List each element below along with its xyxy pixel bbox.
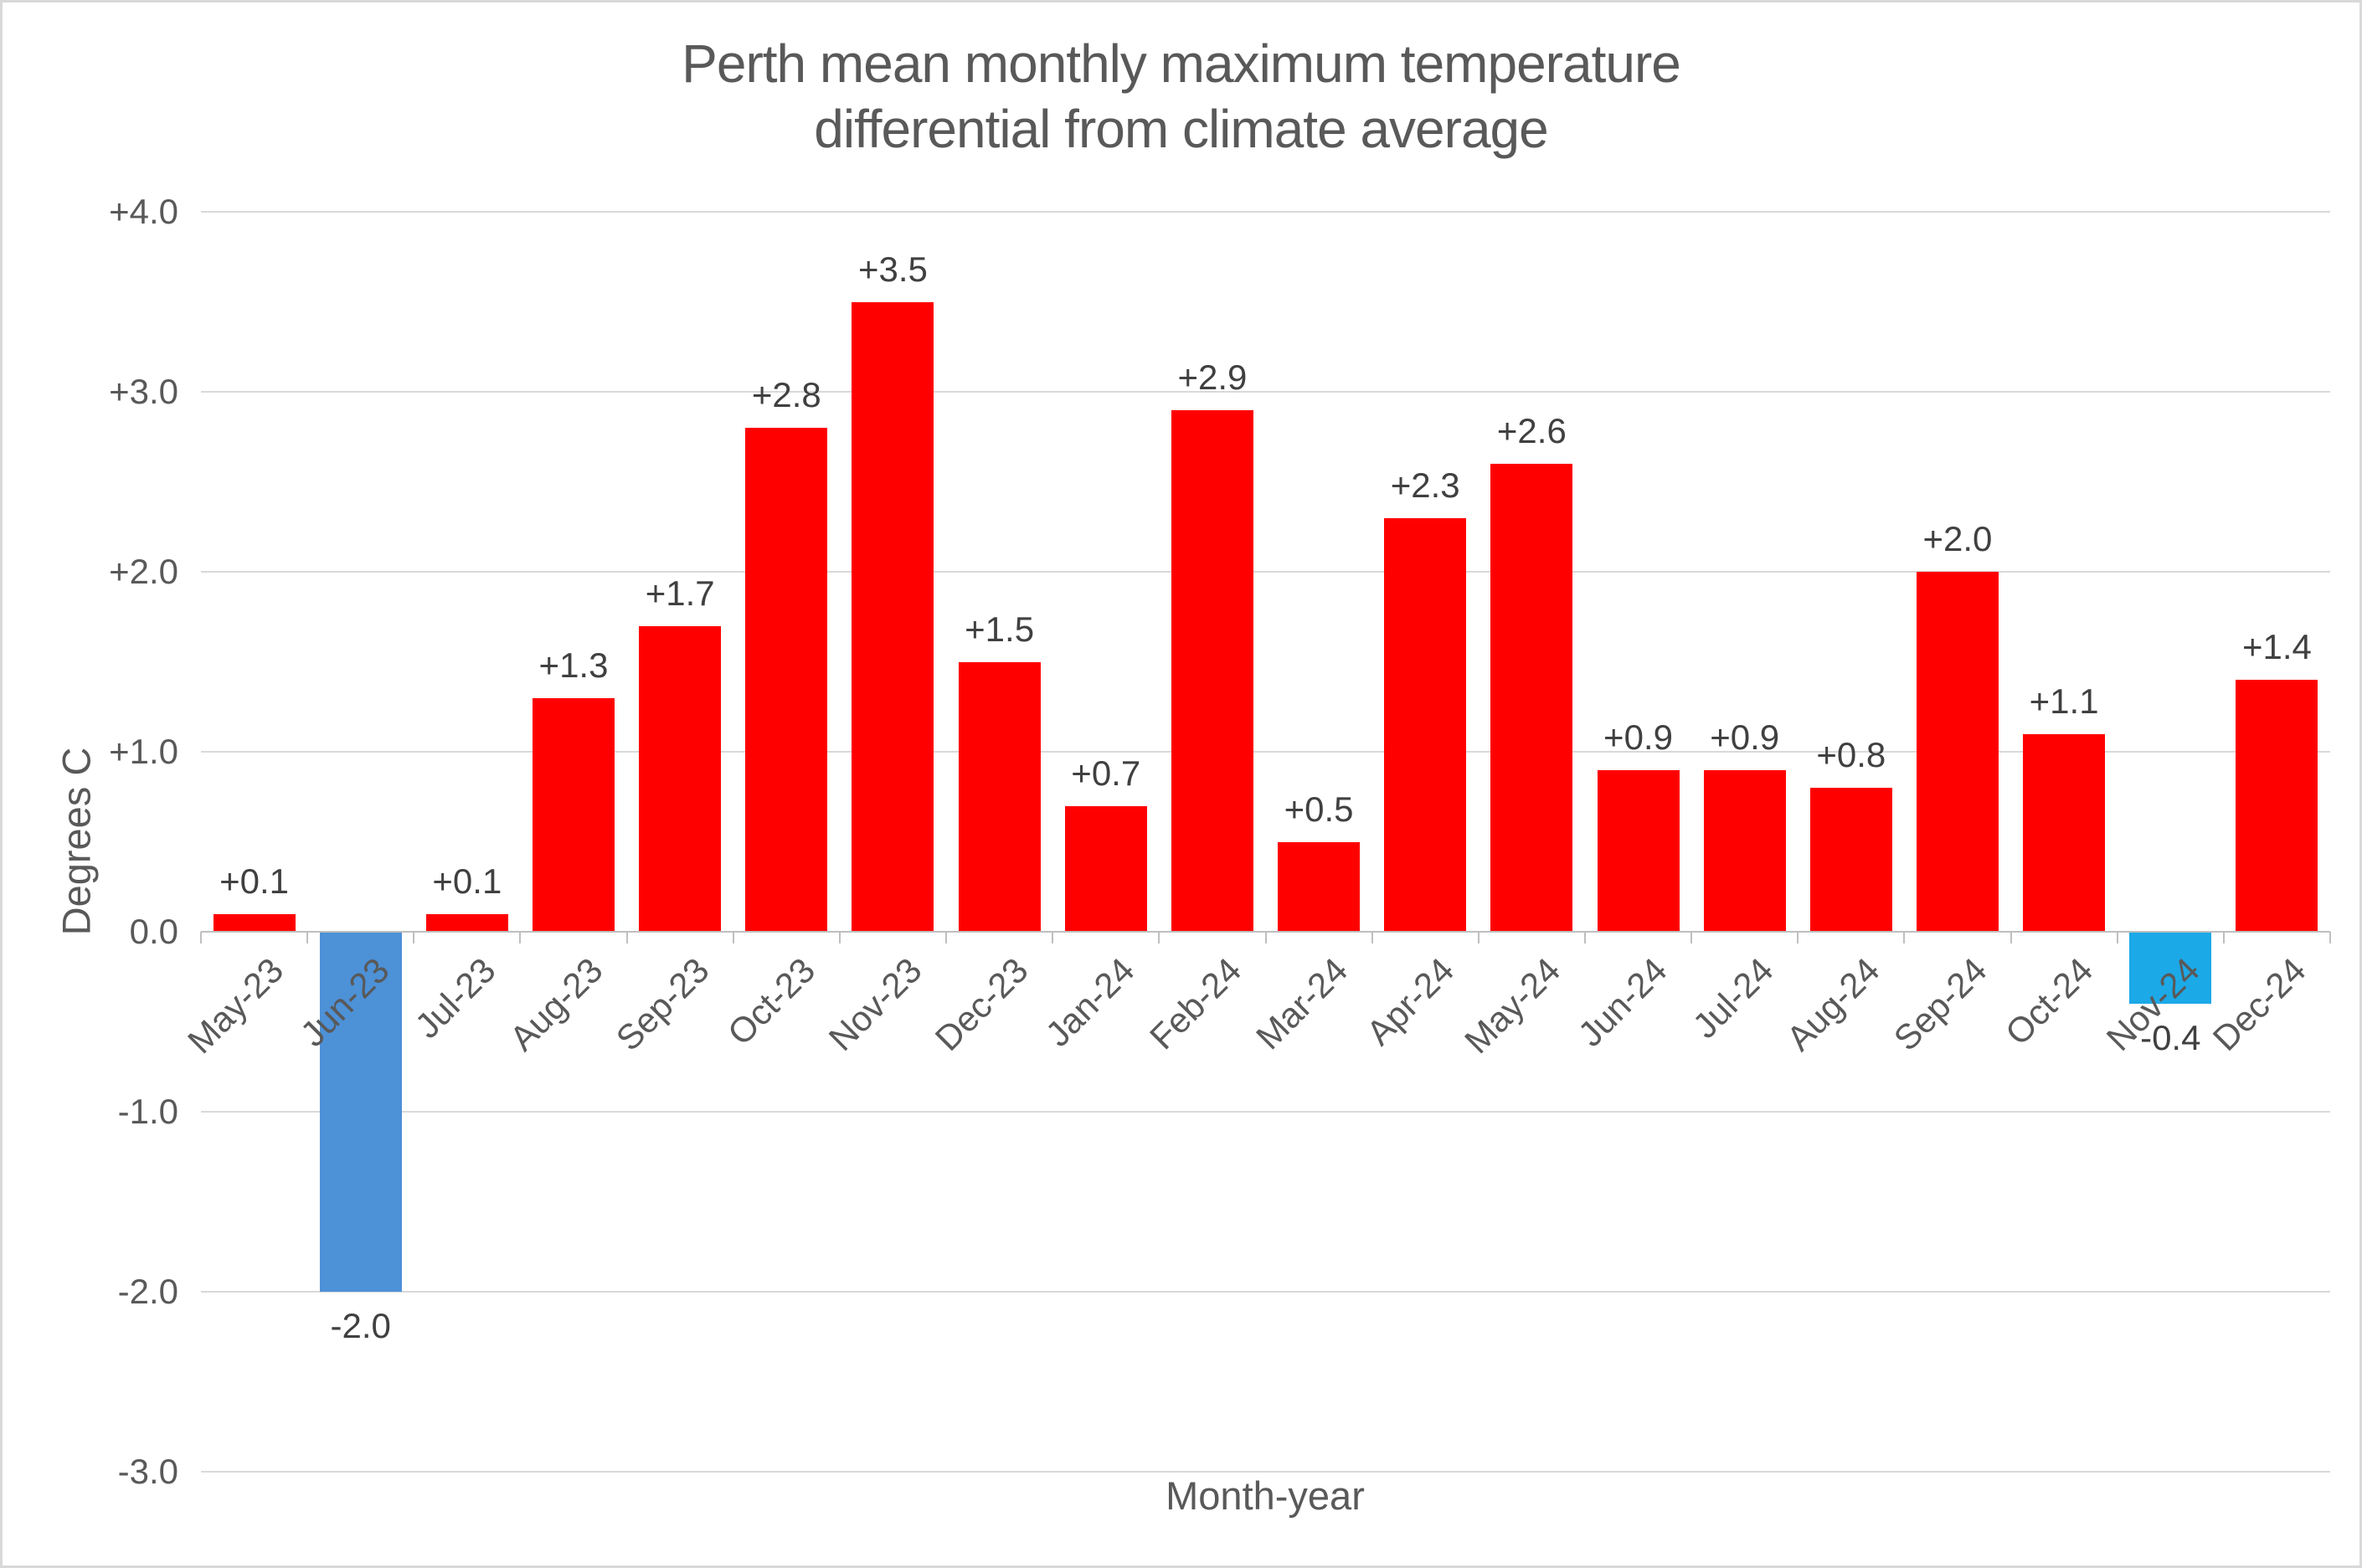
x-axis-category-label: Dec-23	[927, 950, 1036, 1058]
bar-value-label: +3.5	[858, 249, 928, 289]
x-axis-category-label: Aug-23	[502, 950, 610, 1059]
x-axis-tick-mark	[1158, 932, 1160, 943]
x-axis-tick-mark	[1477, 932, 1479, 943]
bar-oct-23	[745, 428, 828, 932]
y-axis-tick-label: -1.0	[117, 1092, 178, 1131]
bar-nov-23	[852, 301, 934, 932]
bar-value-label: +1.1	[2029, 681, 2099, 721]
x-axis-tick-mark	[838, 932, 841, 943]
bar-aug-24	[1809, 788, 1892, 932]
bar-sep-23	[639, 625, 722, 932]
bar-apr-24	[1384, 517, 1467, 932]
bar-value-label: +1.4	[2241, 627, 2312, 666]
bar-value-label: -2.0	[330, 1306, 391, 1345]
x-axis-tick-mark	[1052, 932, 1054, 943]
chart-title-line1: Perth mean monthly maximum temperature	[682, 33, 1681, 94]
bar-value-label: +1.7	[645, 573, 715, 613]
x-axis-category-label: Nov-23	[821, 950, 929, 1058]
bar-jul-23	[425, 913, 508, 932]
bar-feb-24	[1171, 409, 1253, 932]
bar-aug-23	[533, 697, 615, 932]
x-axis-tick-mark	[945, 932, 948, 943]
x-axis-tick-mark	[200, 932, 202, 943]
y-axis-tick-label: -2.0	[117, 1272, 178, 1311]
bar-jul-24	[1703, 769, 1786, 932]
y-axis-tick-label: +4.0	[109, 192, 178, 231]
x-axis-tick-mark	[625, 932, 628, 943]
x-axis-category-label: Jun-24	[1570, 950, 1675, 1055]
x-axis-category-label: Oct-23	[720, 950, 823, 1053]
bar-value-label: +0.5	[1284, 789, 1354, 829]
bar-value-label: +2.3	[1390, 465, 1460, 505]
x-axis-tick-mark	[1797, 932, 1799, 943]
gridline	[201, 1471, 2330, 1473]
bar-value-label: +0.8	[1816, 735, 1886, 774]
x-axis-tick-mark	[1264, 932, 1267, 943]
x-axis-category-label: Feb-24	[1141, 950, 1249, 1057]
y-axis-tick-label: 0.0	[129, 912, 178, 951]
bar-dec-24	[2236, 680, 2318, 932]
x-axis-tick-mark	[2010, 932, 2012, 943]
bar-value-label: +2.6	[1496, 411, 1567, 450]
bar-nov-24	[2129, 932, 2212, 1004]
bar-value-label: +2.8	[751, 375, 821, 414]
bar-may-24	[1490, 464, 1573, 932]
gridline	[201, 1111, 2330, 1113]
y-axis-tick-label: +1.0	[109, 732, 178, 771]
bar-mar-24	[1278, 841, 1361, 932]
bar-value-label: +0.9	[1603, 717, 1673, 757]
x-axis-category-label: Apr-24	[1359, 950, 1462, 1053]
x-axis-category-label: Jan-24	[1037, 950, 1143, 1055]
y-axis-tick-label: +3.0	[109, 372, 178, 411]
bar-value-label: +2.9	[1177, 357, 1248, 397]
x-axis-category-label: Jul-23	[407, 950, 504, 1046]
bar-may-23	[213, 913, 296, 932]
bar-jun-23	[319, 932, 402, 1292]
x-axis-category-label: Aug-24	[1779, 950, 1888, 1059]
x-axis-title: Month-year	[1166, 1473, 1365, 1518]
bar-jan-24	[1064, 805, 1147, 932]
x-axis-tick-mark	[1690, 932, 1693, 943]
bar-value-label: +0.1	[432, 861, 502, 901]
x-axis-tick-mark	[2116, 932, 2118, 943]
bar-value-label: +0.1	[219, 861, 290, 901]
bar-oct-24	[2023, 733, 2106, 932]
x-axis-category-label: May-23	[179, 950, 291, 1062]
bar-value-label: +2.0	[1922, 519, 1993, 558]
bar-value-label: +0.9	[1710, 717, 1780, 757]
y-axis-tick-label: -3.0	[117, 1452, 178, 1491]
bar-value-label: +0.7	[1071, 753, 1141, 793]
x-axis-category-label: May-24	[1457, 950, 1568, 1062]
x-axis-tick-mark	[732, 932, 734, 943]
bar-value-label: +1.5	[965, 609, 1035, 649]
x-axis-tick-mark	[2329, 932, 2331, 943]
bar-value-label: +1.3	[538, 645, 609, 685]
x-axis-tick-mark	[1583, 932, 1586, 943]
bar-value-label: -0.4	[2140, 1018, 2201, 1057]
x-axis-tick-mark	[2222, 932, 2225, 943]
chart-title-line2: differential from climate average	[814, 99, 1548, 159]
bar-jun-24	[1597, 769, 1680, 932]
x-axis-category-label: Mar-24	[1248, 950, 1356, 1057]
x-axis-category-label: Sep-24	[1886, 950, 1994, 1059]
bar-sep-24	[1916, 572, 1999, 932]
gridline	[201, 211, 2330, 213]
gridline	[201, 391, 2330, 393]
bar-dec-23	[958, 661, 1041, 932]
x-axis-tick-mark	[306, 932, 309, 943]
y-axis-title: Degrees C	[54, 747, 99, 936]
x-axis-tick-mark	[1371, 932, 1373, 943]
chart-title: Perth mean monthly maximum temperature d…	[3, 31, 2359, 162]
y-axis-tick-label: +2.0	[109, 552, 178, 591]
gridline	[201, 571, 2330, 573]
x-axis-tick-mark	[413, 932, 415, 943]
x-axis-category-label: Jul-24	[1685, 950, 1781, 1046]
gridline	[201, 1291, 2330, 1293]
gridline	[201, 751, 2330, 753]
x-axis-tick-mark	[1903, 932, 1906, 943]
x-axis-tick-mark	[519, 932, 522, 943]
x-axis-category-label: Sep-23	[608, 950, 717, 1059]
